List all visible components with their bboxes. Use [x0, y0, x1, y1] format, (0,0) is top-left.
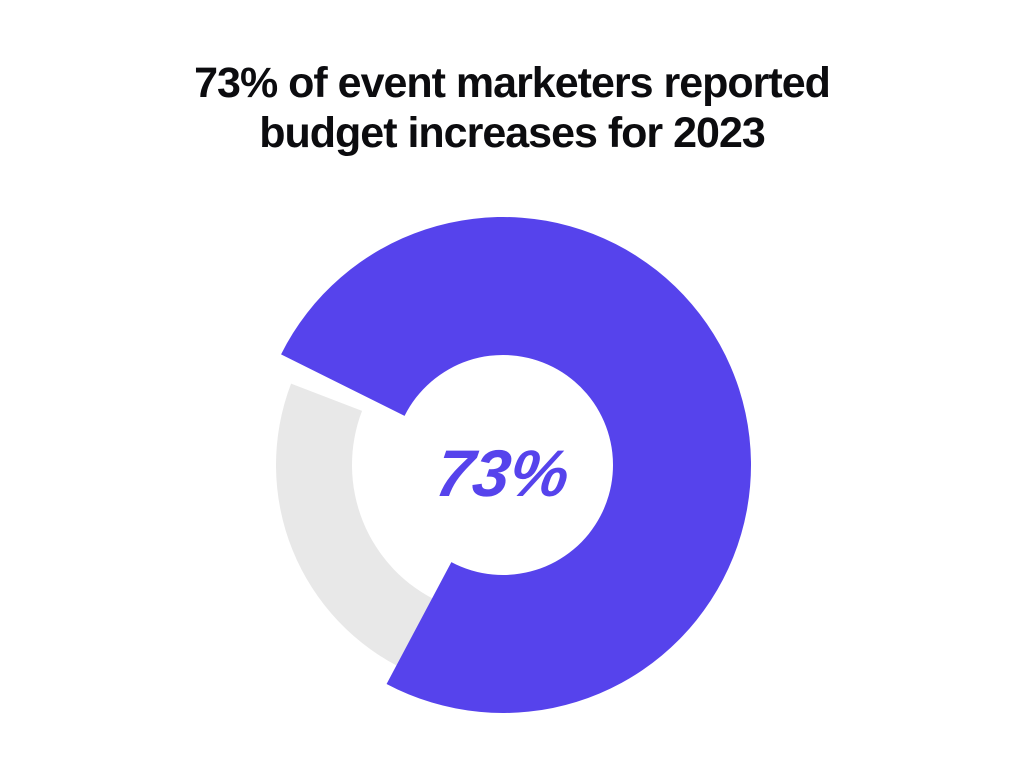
- donut-center-label: 73%: [431, 436, 575, 510]
- chart-title: 73% of event marketers reported budget i…: [0, 58, 1024, 158]
- donut-segment-remainder: [276, 383, 440, 671]
- chart-title-line-2: budget increases for 2023: [259, 109, 766, 157]
- chart-title-line-1: 73% of event marketers reported: [194, 59, 831, 107]
- donut-segment-reported-increase: [281, 216, 751, 713]
